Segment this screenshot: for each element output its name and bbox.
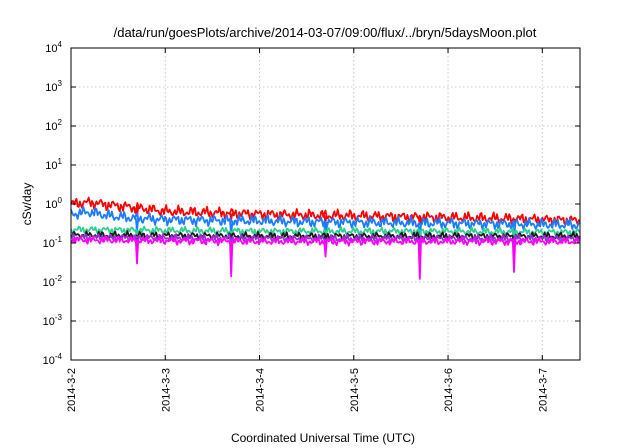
y-tick-label: 102 [45,118,62,133]
grid-lines [71,48,580,360]
y-tick-label: 10-1 [43,235,63,250]
x-axis: 2014-3-2 2014-3-3 2014-3-4 2014-3-5 2014-3-6… [66,48,549,412]
y-tick-label: 10-3 [43,313,63,328]
x-tick-label: 2014-3-5 [349,368,361,412]
chart-title: /data/run/goesPlots/archive/2014-03-07/0… [114,25,537,40]
y-axis-label: cSv/day [20,183,34,226]
x-tick-label: 2014-3-6 [443,368,455,412]
y-tick-label: 104 [45,40,62,55]
y-tick-label: 100 [45,196,62,211]
x-tick-label: 2014-3-7 [537,368,549,412]
x-tick-label: 2014-3-2 [66,368,78,412]
x-tick-label: 2014-3-3 [160,368,172,412]
series-line-6 [70,235,581,280]
y-axis: 104 103 102 101 100 10-1 10-2 10-3 10-4 [43,40,580,367]
x-axis-label: Coordinated Universal Time (UTC) [231,431,415,445]
y-tick-label: 10-2 [43,274,63,289]
y-tick-label: 10-4 [43,352,63,367]
plot-series [70,196,581,280]
y-tick-label: 101 [45,157,62,172]
y-tick-label: 103 [45,79,62,94]
x-tick-label: 2014-3-4 [255,368,267,412]
